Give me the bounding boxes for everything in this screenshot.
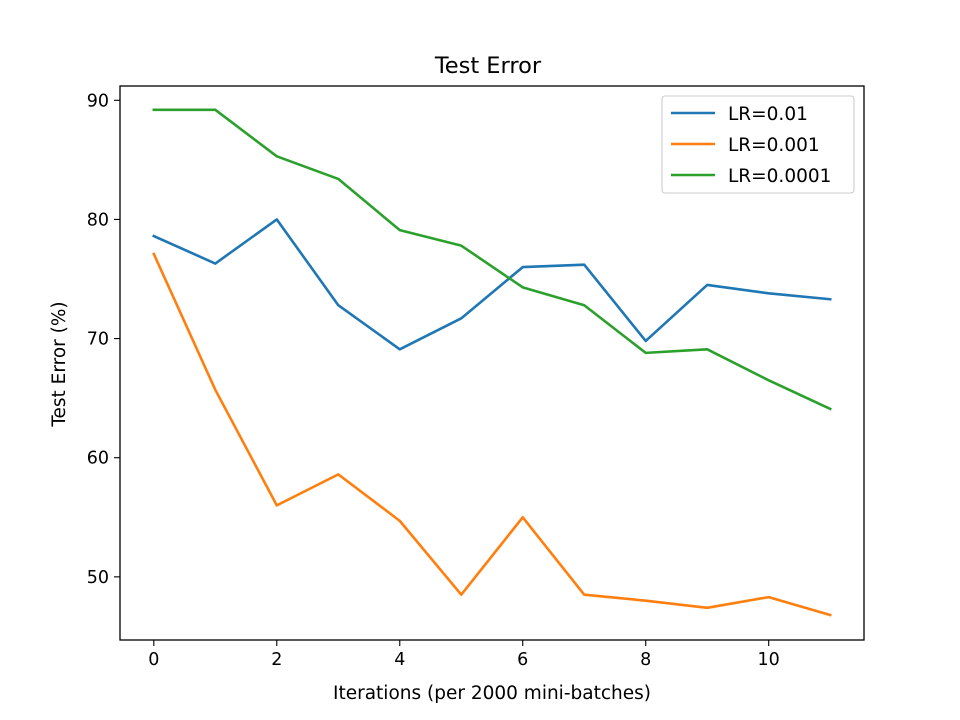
y-tick-label: 50 <box>87 568 109 588</box>
legend-label-2: LR=0.001 <box>728 135 820 156</box>
plot-area: 0 2 4 6 8 10 50 60 70 80 90 <box>87 85 865 670</box>
y-tick-label: 60 <box>87 449 109 469</box>
x-tick-label: 6 <box>517 650 528 670</box>
y-tick-label: 80 <box>87 210 109 230</box>
x-tick-label: 0 <box>148 650 159 670</box>
series-line-2 <box>152 252 832 617</box>
x-tick-label: 4 <box>394 650 405 670</box>
x-tick-label: 10 <box>758 650 780 670</box>
y-tick-label: 90 <box>87 91 109 111</box>
legend-box <box>661 95 855 194</box>
series-line-1 <box>152 218 832 351</box>
x-axis-label: Iterations (per 2000 mini-batches) <box>333 683 651 704</box>
axes-frame <box>119 85 865 641</box>
legend-label-3: LR=0.0001 <box>728 166 831 187</box>
chart-title: Test Error <box>434 53 542 79</box>
legend: LR=0.01 LR=0.001 LR=0.0001 <box>661 95 855 194</box>
x-tick-label: 2 <box>271 650 282 670</box>
y-tick-label: 70 <box>87 330 109 350</box>
series-line-3 <box>152 108 832 411</box>
x-tick-label: 8 <box>640 650 651 670</box>
y-axis-label: Test Error (%) <box>49 301 70 427</box>
legend-label-1: LR=0.01 <box>728 104 808 125</box>
